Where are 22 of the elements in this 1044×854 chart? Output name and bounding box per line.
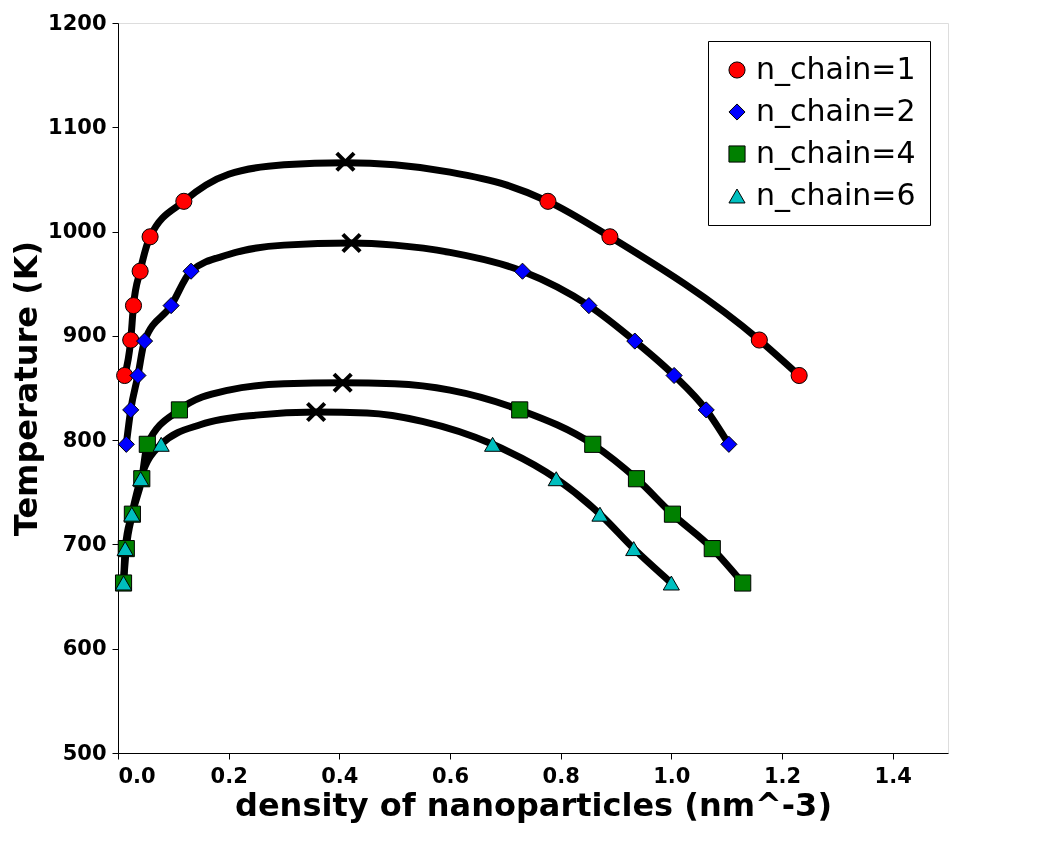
y-axis-title: Temperature (K)	[7, 240, 46, 537]
x-tick-label: 0.0	[118, 763, 156, 788]
x-tick-label: 1.0	[653, 763, 691, 788]
legend-label: n_chain=4	[756, 135, 916, 170]
y-tick-label: 1200	[48, 10, 107, 35]
y-tick-label: 1000	[48, 219, 107, 244]
legend-label: n_chain=2	[756, 93, 916, 128]
x-tick-label: 0.4	[321, 763, 359, 788]
x-tick-label: 0.6	[431, 763, 470, 788]
y-tick-label: 900	[62, 323, 107, 348]
x-tick-label: 1.2	[763, 763, 802, 788]
legend-label: n_chain=6	[756, 177, 916, 212]
x-tick-label: 1.4	[874, 763, 912, 788]
y-tick-label: 500	[62, 740, 107, 765]
y-tick-label: 1100	[48, 114, 107, 139]
y-tick-label: 800	[62, 427, 107, 452]
legend-label: n_chain=1	[756, 51, 916, 86]
x-tick-label: 0.2	[210, 763, 248, 788]
y-tick-label: 700	[62, 531, 107, 556]
y-tick-label: 600	[62, 636, 107, 661]
x-axis-title: density of nanoparticles (nm^-3)	[235, 785, 832, 824]
x-tick-label: 0.8	[542, 763, 580, 788]
